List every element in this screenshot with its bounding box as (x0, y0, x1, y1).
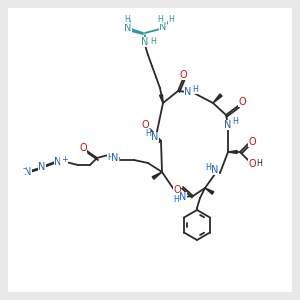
Polygon shape (205, 188, 214, 194)
Text: O: O (179, 70, 187, 80)
Text: H: H (192, 85, 198, 94)
Text: N: N (179, 192, 187, 202)
Text: N: N (124, 23, 132, 33)
Text: H: H (205, 163, 211, 172)
Text: H: H (168, 14, 174, 23)
Polygon shape (228, 151, 237, 154)
Text: O: O (79, 143, 87, 153)
Text: H: H (173, 196, 179, 205)
Polygon shape (152, 172, 162, 179)
Text: O: O (173, 185, 181, 195)
Polygon shape (213, 94, 222, 103)
Text: H: H (256, 160, 262, 169)
Polygon shape (160, 94, 163, 103)
Text: N: N (151, 132, 159, 142)
Text: H: H (145, 130, 151, 139)
Text: H: H (150, 38, 156, 46)
Text: H: H (124, 14, 130, 23)
Text: N: N (111, 153, 119, 163)
Text: H: H (157, 14, 163, 23)
Text: H: H (107, 154, 113, 163)
Text: O: O (248, 137, 256, 147)
Text: N: N (141, 37, 149, 47)
Text: +: + (61, 154, 67, 164)
Text: N: N (211, 165, 219, 175)
Text: N: N (224, 120, 232, 130)
Text: N: N (24, 167, 32, 177)
Text: O: O (141, 120, 149, 130)
FancyBboxPatch shape (8, 8, 292, 292)
Text: N: N (184, 87, 192, 97)
Text: O: O (238, 97, 246, 107)
Text: O: O (248, 159, 256, 169)
Text: H: H (232, 118, 238, 127)
Text: N: N (159, 22, 167, 32)
Text: N: N (38, 162, 46, 172)
Text: -: - (22, 164, 26, 173)
Text: N: N (54, 157, 62, 167)
